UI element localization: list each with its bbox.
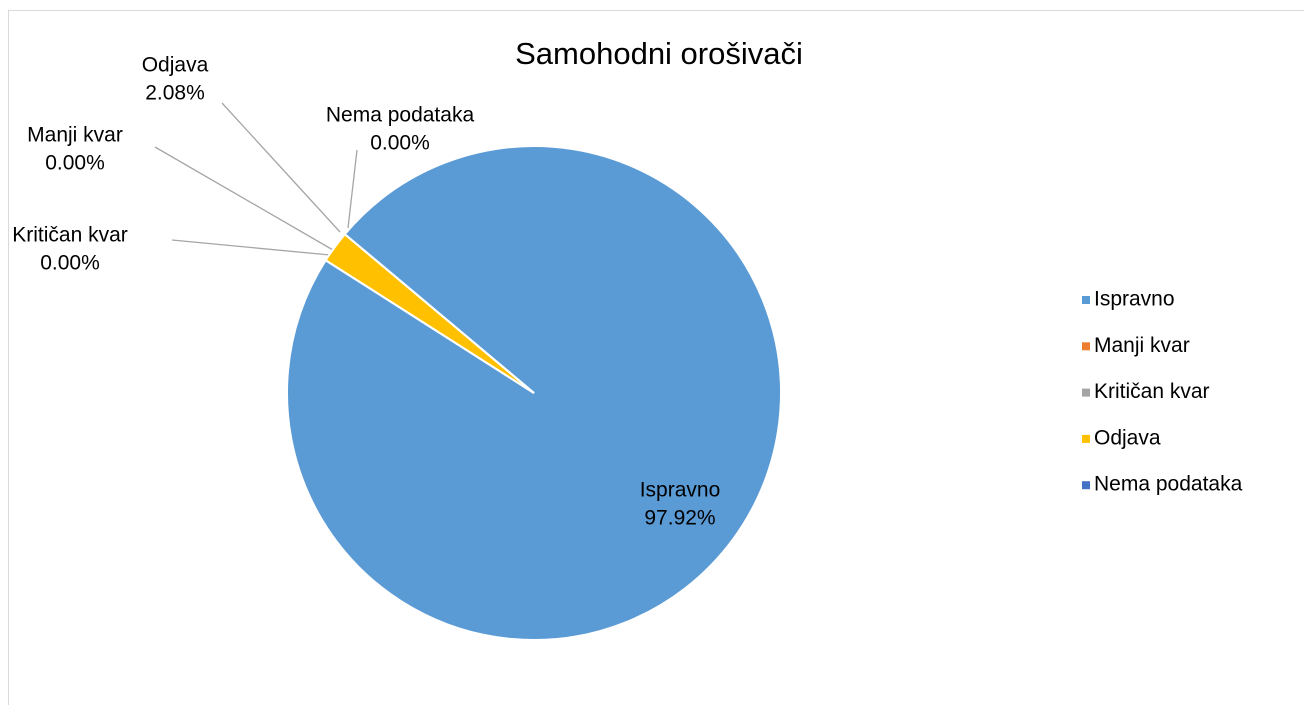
data-label: 0.00% [40,252,100,275]
legend-label: Manji kvar [1094,334,1190,357]
legend-swatch [1082,342,1090,351]
leader-line [347,149,358,229]
leader-line [154,146,334,251]
legend-label: Kritičan kvar [1094,380,1210,403]
chart-title: Samohodni orošivači [515,36,803,71]
legend-swatch [1082,481,1090,490]
legend-label: Nema podataka [1094,473,1243,496]
data-label: 2.08% [145,82,205,105]
legend-swatch [1082,296,1090,304]
data-label-category: Nema podataka [326,104,475,127]
data-label-category: Ispravno [640,479,721,502]
legend-label: Odjava [1094,426,1161,449]
data-label: 97.92% [644,507,715,530]
legend-swatch [1082,388,1090,397]
data-label-category: Kritičan kvar [12,224,128,247]
leader-line [171,239,331,256]
data-label-category: Odjava [142,54,209,77]
data-label-category: Manji kvar [27,124,123,147]
legend-swatch [1082,434,1090,443]
data-label: 0.00% [370,132,430,155]
leader-line [221,102,341,233]
data-label: 0.00% [45,152,105,175]
pie-slice [324,232,535,394]
legend-label: Ispravno [1094,288,1175,311]
